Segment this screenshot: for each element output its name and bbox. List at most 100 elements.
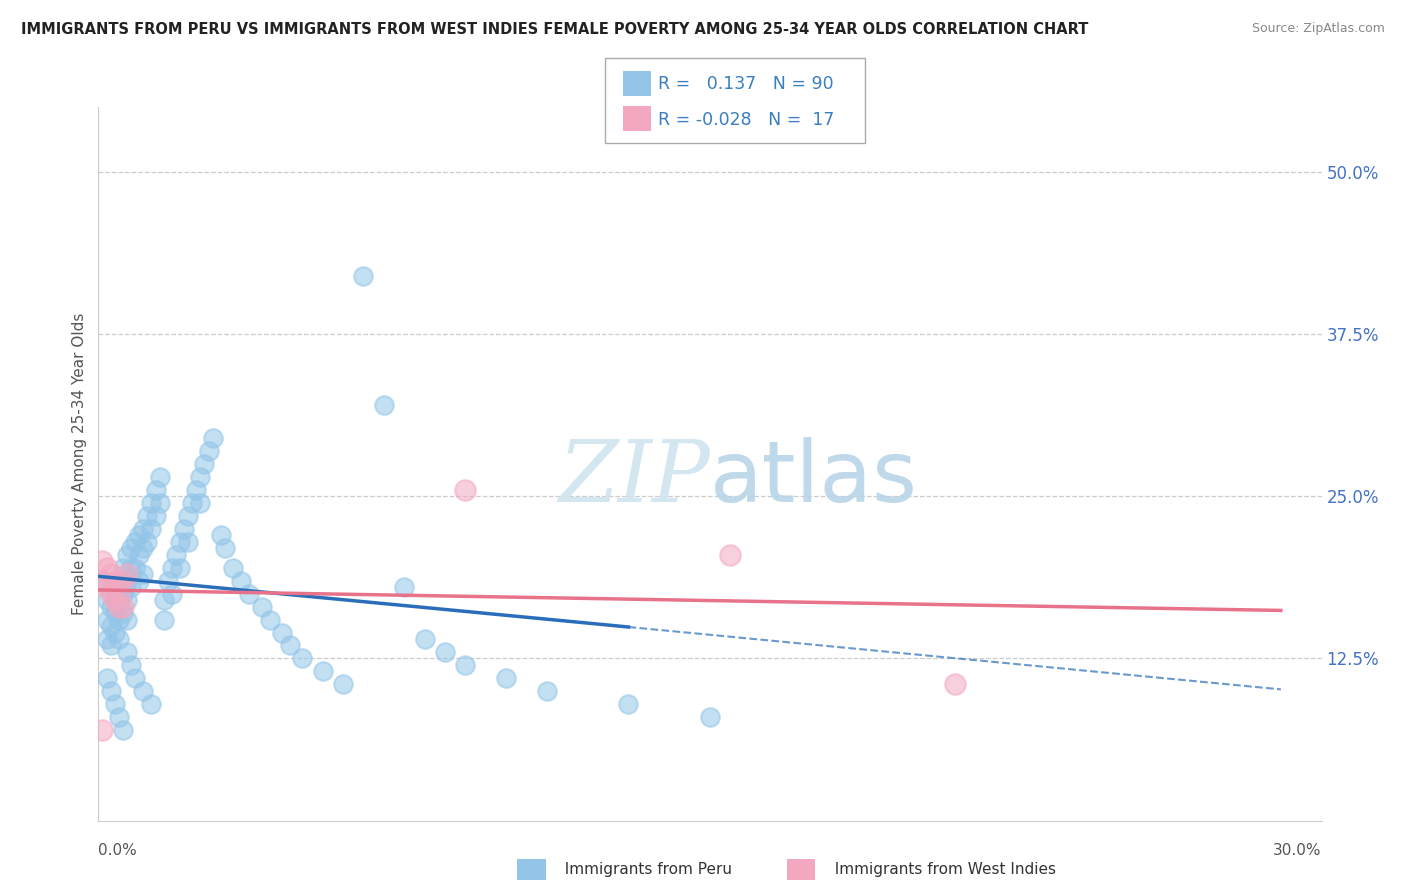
Point	[177, 508, 200, 523]
Point	[104, 625, 127, 640]
Point	[177, 534, 200, 549]
Point	[197, 443, 219, 458]
Point	[278, 639, 301, 653]
Point	[259, 613, 281, 627]
Text: 30.0%: 30.0%	[1274, 843, 1322, 858]
Point	[132, 522, 155, 536]
Point	[100, 619, 122, 633]
Point	[943, 677, 966, 691]
Point	[201, 431, 224, 445]
Point	[141, 496, 163, 510]
Point	[413, 632, 436, 646]
Text: ZIP: ZIP	[558, 437, 710, 519]
Point	[128, 548, 150, 562]
Point	[169, 560, 191, 574]
Point	[124, 560, 146, 574]
Point	[108, 593, 131, 607]
Point	[124, 671, 146, 685]
Point	[132, 567, 155, 582]
Point	[96, 632, 118, 646]
Point	[352, 268, 374, 283]
Point	[108, 710, 131, 724]
Point	[141, 697, 163, 711]
Point	[169, 534, 191, 549]
Point	[115, 613, 138, 627]
Point	[617, 697, 640, 711]
Point	[238, 586, 260, 600]
Point	[111, 723, 134, 737]
Point	[160, 586, 183, 600]
Point	[160, 560, 183, 574]
Point	[124, 534, 146, 549]
Point	[91, 574, 114, 588]
Point	[156, 574, 179, 588]
Point	[111, 560, 134, 574]
Point	[132, 684, 155, 698]
Point	[104, 586, 127, 600]
Text: atlas: atlas	[710, 436, 918, 520]
Point	[188, 470, 212, 484]
Point	[108, 632, 131, 646]
Point	[111, 599, 134, 614]
Point	[115, 567, 138, 582]
Point	[120, 560, 142, 574]
Point	[699, 710, 721, 724]
Point	[193, 457, 215, 471]
Text: IMMIGRANTS FROM PERU VS IMMIGRANTS FROM WEST INDIES FEMALE POVERTY AMONG 25-34 Y: IMMIGRANTS FROM PERU VS IMMIGRANTS FROM …	[21, 22, 1088, 37]
Point	[111, 586, 134, 600]
Point	[128, 528, 150, 542]
Point	[108, 574, 131, 588]
Point	[181, 496, 204, 510]
Point	[145, 508, 167, 523]
Point	[115, 548, 138, 562]
Point	[108, 613, 131, 627]
Point	[214, 541, 236, 556]
Text: Source: ZipAtlas.com: Source: ZipAtlas.com	[1251, 22, 1385, 36]
Point	[149, 470, 172, 484]
Point	[152, 593, 174, 607]
Point	[91, 574, 114, 588]
Point	[96, 560, 118, 574]
Point	[115, 645, 138, 659]
Point	[209, 528, 232, 542]
Point	[136, 534, 159, 549]
Text: R = -0.028   N =  17: R = -0.028 N = 17	[658, 112, 834, 129]
Point	[96, 580, 118, 594]
Point	[128, 574, 150, 588]
Point	[536, 684, 558, 698]
Point	[100, 684, 122, 698]
Point	[108, 599, 131, 614]
Point	[222, 560, 245, 574]
Point	[115, 593, 138, 607]
Text: R =   0.137   N = 90: R = 0.137 N = 90	[658, 75, 834, 93]
Point	[91, 554, 114, 568]
Point	[104, 697, 127, 711]
Point	[141, 522, 163, 536]
Point	[104, 593, 127, 607]
Point	[250, 599, 273, 614]
Point	[104, 574, 127, 588]
Point	[120, 657, 142, 672]
Point	[91, 723, 114, 737]
Point	[188, 496, 212, 510]
Text: Immigrants from West Indies: Immigrants from West Indies	[825, 863, 1056, 877]
Text: 0.0%: 0.0%	[98, 843, 138, 858]
Point	[149, 496, 172, 510]
Y-axis label: Female Poverty Among 25-34 Year Olds: Female Poverty Among 25-34 Year Olds	[72, 313, 87, 615]
Point	[392, 580, 416, 594]
Point	[104, 606, 127, 620]
Point	[100, 567, 122, 582]
Point	[332, 677, 354, 691]
Point	[111, 606, 134, 620]
Point	[96, 613, 118, 627]
Point	[136, 508, 159, 523]
Point	[132, 541, 155, 556]
Point	[454, 483, 477, 497]
Point	[173, 522, 195, 536]
Point	[186, 483, 208, 497]
Point	[231, 574, 253, 588]
Point	[165, 548, 187, 562]
Point	[434, 645, 457, 659]
Point	[145, 483, 167, 497]
Point	[718, 548, 742, 562]
